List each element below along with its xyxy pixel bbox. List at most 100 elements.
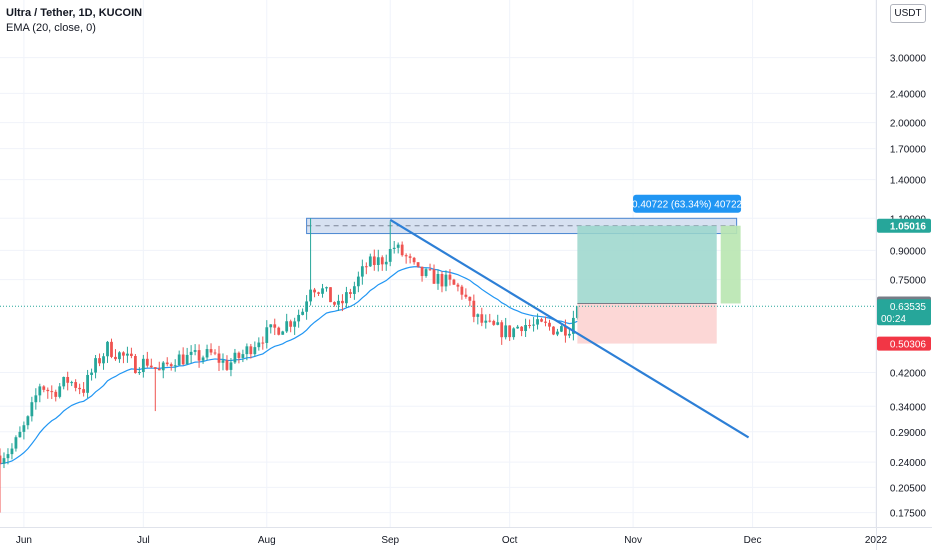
candle-down bbox=[552, 326, 555, 336]
candle-body bbox=[141, 358, 145, 373]
y-tick-label: 0.34000 bbox=[890, 402, 927, 413]
candle-down bbox=[225, 355, 229, 371]
candle-down bbox=[448, 269, 452, 286]
candle-body bbox=[197, 350, 201, 361]
candle-body bbox=[98, 358, 101, 364]
candle-body bbox=[528, 325, 531, 327]
candle-down bbox=[528, 319, 531, 329]
candle-down bbox=[165, 357, 169, 367]
candle-body bbox=[571, 317, 575, 334]
candle-down bbox=[313, 287, 316, 298]
candle-up bbox=[10, 443, 14, 460]
candle-down bbox=[432, 264, 436, 284]
candle-body bbox=[122, 352, 125, 356]
candle-body bbox=[126, 353, 129, 356]
candle-up bbox=[536, 313, 539, 330]
candle-body bbox=[452, 279, 456, 285]
currency-button[interactable]: USDT bbox=[890, 4, 926, 23]
candle-down bbox=[548, 319, 551, 331]
candle-body bbox=[6, 454, 10, 459]
candle-body bbox=[94, 358, 97, 373]
candle-body bbox=[145, 358, 149, 366]
candle-down bbox=[122, 351, 125, 364]
candle-body bbox=[249, 346, 253, 355]
candle-down bbox=[261, 336, 265, 350]
candle-body bbox=[460, 286, 464, 295]
candle-up bbox=[556, 328, 559, 337]
candle-down bbox=[372, 249, 376, 271]
candle-body bbox=[46, 389, 50, 392]
candle-up bbox=[305, 295, 308, 320]
candle-body bbox=[360, 266, 364, 277]
candle-body bbox=[273, 324, 277, 328]
candle-down bbox=[133, 354, 137, 374]
candle-up bbox=[424, 267, 428, 278]
candle-body bbox=[368, 256, 372, 267]
candle-body bbox=[133, 355, 137, 374]
candle-down bbox=[416, 262, 420, 268]
candle-body bbox=[484, 320, 488, 323]
candle-body bbox=[22, 425, 26, 432]
candle-up bbox=[22, 421, 26, 440]
candle-body bbox=[26, 416, 30, 426]
candle-body bbox=[544, 321, 547, 323]
candle-up bbox=[360, 259, 364, 285]
candle-down bbox=[46, 387, 50, 399]
candle-down bbox=[237, 351, 241, 364]
candle-down bbox=[540, 317, 543, 323]
candle-down bbox=[78, 383, 82, 395]
candle-up bbox=[26, 415, 30, 430]
candle-up bbox=[356, 271, 360, 293]
candle-body bbox=[0, 455, 2, 464]
candle-body bbox=[301, 311, 305, 315]
candle-body bbox=[82, 389, 86, 393]
candle-body bbox=[18, 431, 22, 438]
candle-body bbox=[472, 300, 476, 317]
candle-body bbox=[317, 292, 320, 294]
candle-down bbox=[452, 278, 456, 286]
candle-up bbox=[321, 283, 324, 298]
candle-body bbox=[225, 360, 229, 370]
candle-body bbox=[189, 351, 193, 355]
candle-up bbox=[94, 354, 97, 379]
price-tag-value: 1.05016 bbox=[890, 222, 927, 233]
candle-body bbox=[177, 354, 181, 366]
candle-up bbox=[269, 324, 273, 334]
candle-up bbox=[58, 383, 62, 399]
candle-body bbox=[309, 289, 312, 302]
trendline bbox=[389, 218, 750, 439]
candle-body bbox=[241, 354, 245, 358]
position-stop-zone bbox=[577, 303, 717, 344]
candle-body bbox=[185, 354, 189, 365]
candle-body bbox=[329, 287, 332, 303]
candle-body bbox=[2, 458, 6, 464]
candle-up bbox=[102, 353, 105, 370]
candle-up bbox=[368, 253, 372, 267]
candle-body bbox=[352, 286, 356, 294]
candle-up bbox=[2, 452, 6, 469]
candle-up bbox=[436, 269, 440, 290]
candle-down bbox=[181, 347, 185, 366]
candle-body bbox=[428, 269, 432, 271]
candle-body bbox=[520, 326, 524, 332]
candle-down bbox=[408, 253, 412, 264]
candle-down bbox=[520, 326, 524, 337]
candle-down bbox=[380, 255, 384, 271]
candle-down bbox=[428, 263, 432, 271]
candle-up bbox=[86, 369, 89, 398]
candle-down bbox=[114, 349, 117, 361]
candle-body bbox=[169, 364, 173, 367]
candle-body bbox=[62, 376, 66, 387]
candle-body bbox=[193, 350, 197, 352]
candle-body bbox=[58, 386, 62, 397]
candle-up bbox=[297, 309, 301, 328]
candle-down bbox=[153, 367, 157, 412]
candle-down bbox=[149, 358, 153, 369]
candle-down bbox=[420, 266, 424, 282]
candle-up bbox=[189, 345, 193, 364]
candle-down bbox=[157, 361, 161, 371]
candle-up bbox=[6, 448, 10, 465]
